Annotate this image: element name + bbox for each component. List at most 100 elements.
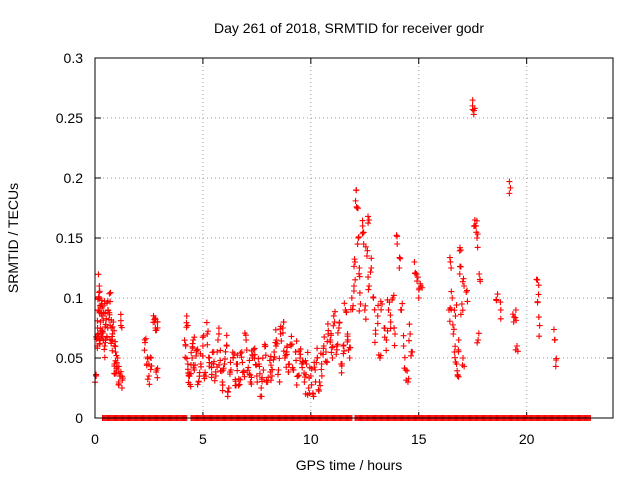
data-point bbox=[96, 340, 103, 347]
data-point bbox=[285, 368, 292, 375]
data-point bbox=[534, 298, 541, 305]
data-point bbox=[258, 385, 265, 391]
data-point bbox=[118, 385, 125, 391]
data-point bbox=[204, 341, 211, 348]
data-point bbox=[253, 373, 260, 379]
data-point bbox=[117, 311, 124, 318]
data-point bbox=[324, 320, 331, 327]
data-point bbox=[112, 370, 119, 377]
data-point bbox=[183, 313, 190, 319]
data-point bbox=[341, 300, 348, 307]
data-point bbox=[96, 283, 103, 289]
data-point bbox=[346, 355, 353, 361]
data-point bbox=[199, 334, 206, 341]
data-point bbox=[356, 307, 363, 314]
data-point bbox=[367, 269, 374, 276]
data-point bbox=[268, 377, 275, 384]
data-point bbox=[338, 362, 345, 369]
data-point bbox=[153, 368, 160, 375]
data-point bbox=[142, 335, 149, 342]
data-point bbox=[446, 254, 453, 261]
data-point bbox=[101, 346, 108, 353]
data-point bbox=[536, 322, 543, 329]
data-point bbox=[377, 298, 384, 305]
data-point bbox=[450, 331, 457, 337]
data-point bbox=[494, 291, 501, 298]
data-point bbox=[394, 233, 401, 240]
data-point bbox=[456, 271, 463, 277]
data-point bbox=[297, 351, 304, 358]
data-point bbox=[474, 339, 481, 346]
data-point bbox=[247, 372, 254, 379]
data-point bbox=[117, 317, 124, 324]
data-point bbox=[200, 372, 207, 379]
data-point bbox=[360, 229, 367, 236]
data-point bbox=[405, 375, 412, 382]
data-point bbox=[345, 347, 352, 354]
data-point bbox=[183, 355, 190, 362]
data-point bbox=[351, 256, 358, 263]
data-point bbox=[154, 324, 161, 331]
data-point bbox=[297, 346, 304, 353]
data-point bbox=[193, 347, 200, 354]
data-point bbox=[327, 339, 334, 346]
data-point bbox=[256, 363, 263, 370]
data-point bbox=[109, 347, 116, 354]
data-point bbox=[146, 381, 153, 388]
data-point bbox=[512, 346, 519, 353]
data-point bbox=[103, 315, 110, 322]
y-tick-label: 0.1 bbox=[64, 290, 84, 306]
data-point bbox=[365, 213, 372, 220]
data-point bbox=[359, 223, 366, 229]
data-point bbox=[306, 374, 313, 381]
data-point bbox=[387, 312, 394, 319]
data-point bbox=[366, 283, 373, 289]
data-point bbox=[513, 317, 520, 324]
data-point bbox=[154, 318, 161, 325]
data-point bbox=[354, 241, 361, 248]
data-point bbox=[239, 369, 246, 376]
data-point bbox=[258, 393, 265, 400]
data-point bbox=[204, 331, 211, 337]
data-point bbox=[95, 271, 102, 278]
data-point bbox=[352, 276, 359, 283]
data-point bbox=[255, 355, 262, 362]
data-point bbox=[115, 380, 122, 387]
data-point bbox=[111, 327, 118, 334]
data-point bbox=[551, 336, 558, 343]
data-point bbox=[384, 327, 391, 334]
data-point bbox=[215, 325, 222, 332]
data-point bbox=[145, 373, 152, 379]
data-point bbox=[238, 354, 245, 361]
data-point bbox=[194, 381, 201, 388]
data-point bbox=[302, 371, 309, 378]
data-point bbox=[226, 369, 233, 376]
data-point bbox=[330, 322, 337, 329]
data-point bbox=[497, 307, 504, 313]
data-point bbox=[419, 284, 426, 291]
data-point bbox=[474, 231, 481, 238]
data-point bbox=[344, 333, 351, 340]
data-point bbox=[455, 373, 462, 380]
x-tick-label: 0 bbox=[91, 431, 99, 447]
data-point bbox=[118, 324, 125, 331]
data-point bbox=[550, 326, 557, 333]
data-point bbox=[477, 278, 484, 285]
data-point bbox=[377, 352, 384, 359]
data-point bbox=[96, 288, 103, 295]
y-tick-label: 0.2 bbox=[64, 170, 84, 186]
data-point bbox=[96, 289, 103, 296]
data-point bbox=[229, 349, 236, 356]
data-point bbox=[368, 255, 375, 262]
data-point bbox=[534, 277, 541, 283]
data-point bbox=[273, 337, 280, 343]
data-point bbox=[278, 337, 285, 344]
data-point bbox=[215, 330, 222, 337]
data-point bbox=[259, 378, 266, 385]
data-point bbox=[352, 197, 359, 204]
data-point bbox=[254, 379, 261, 386]
data-point bbox=[455, 337, 462, 343]
data-point bbox=[189, 345, 196, 352]
data-point bbox=[250, 346, 257, 353]
data-point bbox=[329, 343, 336, 350]
